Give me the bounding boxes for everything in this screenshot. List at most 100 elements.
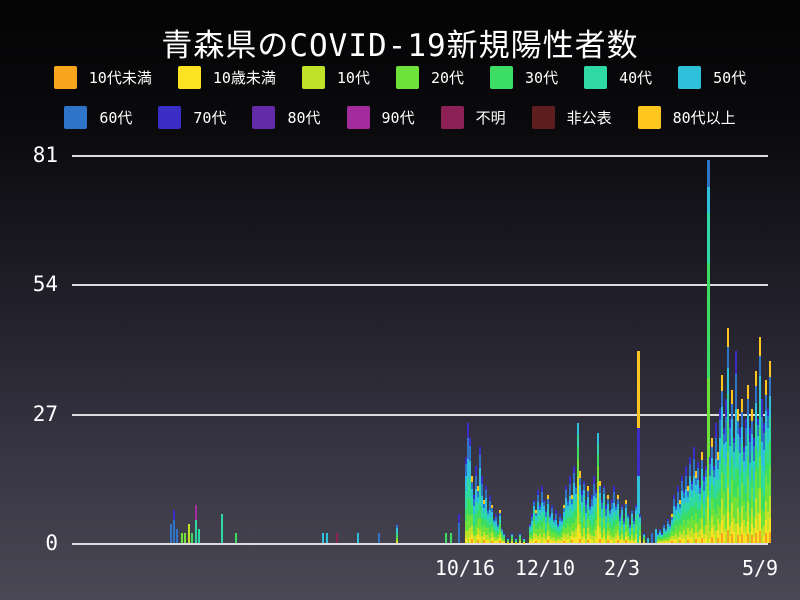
- bar-segment-60s: [711, 447, 713, 458]
- bar: [549, 514, 551, 543]
- bar-segment-60s: [567, 502, 569, 506]
- bar-segment-10s: [657, 540, 659, 543]
- bar-segment-30s: [445, 533, 447, 543]
- bar-segment-10s: [555, 539, 557, 543]
- bar-segment-10s: [533, 532, 535, 539]
- bar-segment-40s: [623, 528, 625, 534]
- bar-segment-u10y: [669, 541, 671, 543]
- bar-segment-40s: [511, 535, 513, 538]
- bar-segment-u10y: [731, 521, 733, 534]
- bar-segment-u10a: [617, 540, 619, 543]
- bar-segment-30s: [761, 488, 763, 509]
- bar-segment-u10y: [721, 519, 723, 533]
- bar-segment-50s: [671, 519, 673, 524]
- bar-segment-60s: [467, 437, 469, 460]
- bar-segment-60s: [565, 490, 567, 499]
- bar: [687, 485, 689, 543]
- bar-segment-u10y: [631, 539, 633, 543]
- bar-segment-50s: [715, 459, 717, 479]
- bar-segment-o80: [759, 337, 761, 356]
- bar-segment-u10y: [619, 541, 621, 543]
- bar-segment-20s: [607, 522, 609, 531]
- legend-item-20s: 20代: [395, 66, 464, 89]
- bar-segment-60s: [579, 477, 581, 485]
- bar-segment-u10y: [609, 539, 611, 543]
- bar-segment-u10y: [533, 538, 535, 543]
- bar: [673, 495, 675, 543]
- bar-segment-50s: [595, 497, 597, 505]
- bar: [487, 509, 489, 543]
- bar-segment-50s: [487, 514, 489, 519]
- bar-segment-10s: [693, 533, 695, 543]
- bar-segment-40s: [553, 525, 555, 529]
- bar-segment-10s: [567, 532, 569, 539]
- bar-segment-30s: [191, 533, 193, 543]
- bar-segment-10s: [597, 482, 599, 527]
- bar-segment-20s: [565, 528, 567, 535]
- bar-segment-u10a: [579, 538, 581, 543]
- bar-segment-20s: [503, 538, 505, 541]
- bar-segment-30s: [675, 520, 677, 527]
- bar-segment-u10y: [577, 525, 579, 543]
- bar-segment-u10a: [701, 537, 703, 543]
- bar-segment-40s: [605, 522, 607, 529]
- bar-segment-10s: [473, 536, 475, 541]
- bar-segment-30s: [757, 468, 759, 489]
- bar-segment-10s: [689, 530, 691, 538]
- bar-segment-u10y: [727, 512, 729, 531]
- bar-segment-o80: [679, 499, 681, 504]
- bar-segment-u10y: [583, 536, 585, 543]
- bar: [737, 408, 739, 543]
- bar-segment-u10y: [396, 541, 398, 543]
- bar-segment-10s: [671, 535, 673, 539]
- bar-segment-30s: [557, 531, 559, 535]
- bar-segment-20s: [635, 526, 637, 534]
- bar-segment-10s: [723, 515, 725, 532]
- bar-segment-20s: [751, 486, 753, 509]
- bar-segment-50s: [617, 504, 619, 510]
- bar-segment-10s: [475, 535, 477, 543]
- bar-segment-70s: [479, 447, 481, 455]
- bar-segment-40s: [587, 503, 589, 511]
- bar-segment-50s: [569, 496, 571, 507]
- bar-segment-60s: [479, 454, 481, 469]
- bar-segment-30s: [565, 520, 567, 529]
- bar: [481, 476, 483, 543]
- bar-segment-20s: [611, 531, 613, 537]
- bar-segment-70s: [565, 485, 567, 491]
- bar-segment-10s: [489, 538, 491, 543]
- bar-segment-20s: [763, 511, 765, 527]
- bar-segment-u10y: [639, 540, 641, 543]
- bar-segment-50s: [669, 526, 671, 529]
- bar-segment-30s: [585, 526, 587, 533]
- bar-segment-30s: [657, 537, 659, 539]
- bar-segment-50s: [657, 534, 659, 536]
- bar-segment-50s: [737, 434, 739, 451]
- bar: [483, 499, 485, 543]
- bar: [763, 423, 765, 543]
- bar-segment-30s: [581, 521, 583, 530]
- bar-segment-60s: [583, 483, 585, 490]
- bar-segment-u10y: [571, 536, 573, 541]
- bar-segment-70s: [767, 408, 769, 416]
- bar-segment-60s: [617, 499, 619, 505]
- bar: [749, 428, 751, 543]
- bar-segment-10s: [551, 537, 553, 541]
- bar-segment-50s: [565, 498, 567, 509]
- bar-segment-50s: [753, 460, 755, 480]
- bar-segment-10s: [549, 536, 551, 541]
- bar-segment-70s: [611, 499, 613, 504]
- bar: [322, 533, 324, 543]
- bar-segment-u10y: [563, 537, 565, 541]
- bar-segment-u10y: [703, 538, 705, 543]
- bar-segment-70s: [663, 523, 665, 526]
- bar-segment-40s: [601, 517, 603, 526]
- bar-segment-40s: [573, 497, 575, 513]
- bar-segment-20s: [731, 478, 733, 504]
- bar-segment-30s: [497, 531, 499, 535]
- bar-segment-20s: [693, 520, 695, 534]
- bar-segment-40s: [673, 514, 675, 524]
- bar-segment-20s: [615, 526, 617, 534]
- bar-segment-40s: [575, 500, 577, 509]
- bar-segment-unk: [336, 533, 338, 543]
